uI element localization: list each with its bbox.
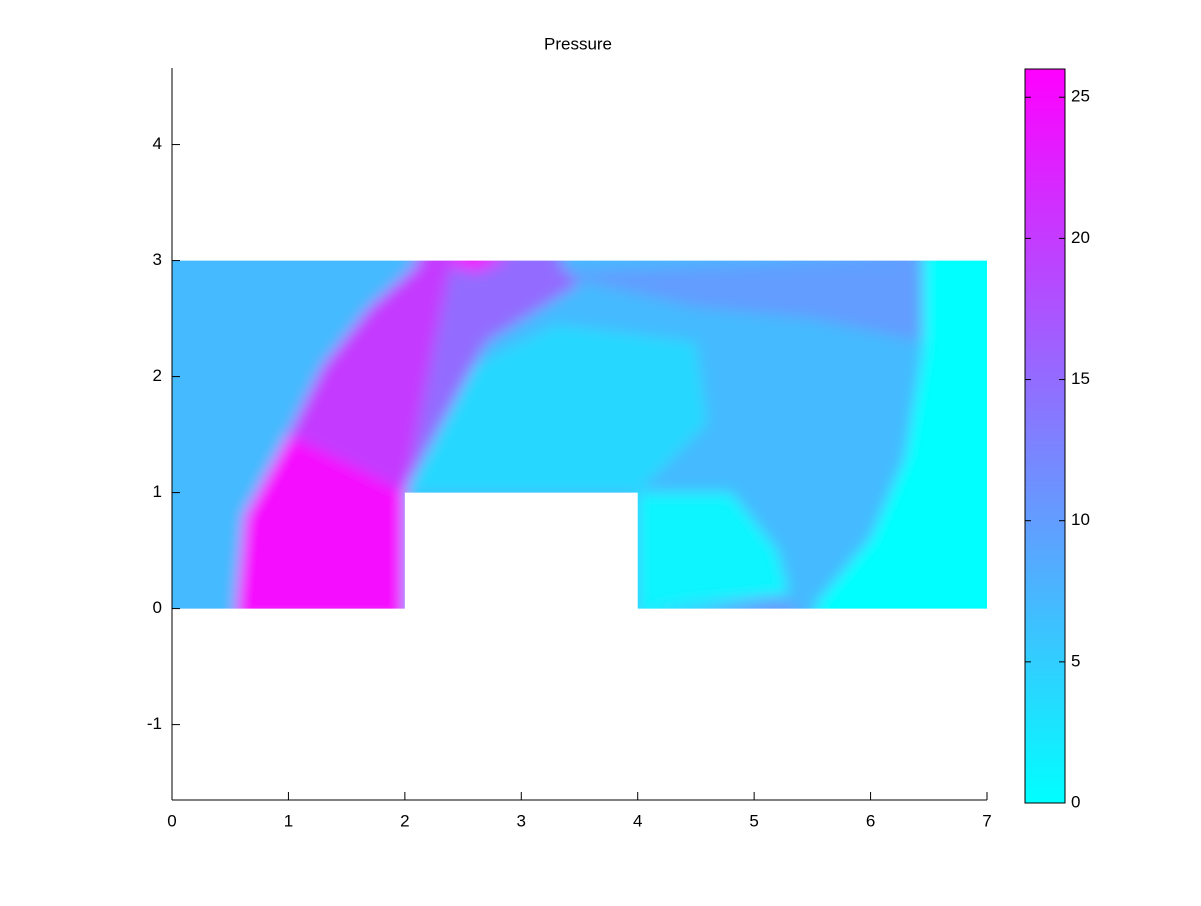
pressure-region (404, 324, 708, 493)
x-tick-label: 0 (167, 811, 176, 830)
colorbar (1024, 68, 1066, 804)
pressure-region (707, 598, 807, 609)
y-tick-label: 2 (153, 366, 162, 385)
x-tick-label: 6 (866, 811, 875, 830)
y-tick-label: -1 (147, 714, 162, 733)
y-tick-label: 3 (153, 250, 162, 269)
colorbar-tick-label: 15 (1071, 369, 1090, 388)
colorbar-tick-label: 0 (1071, 792, 1080, 811)
y-tick-label: 1 (153, 482, 162, 501)
colorbar-tick-label: 20 (1071, 228, 1090, 247)
x-tick-label: 1 (284, 811, 293, 830)
pressure-region (288, 260, 452, 493)
x-tick-label: 7 (982, 811, 991, 830)
pressure-region (544, 260, 923, 342)
pressure-region (236, 434, 405, 609)
colorbar-tick-label: 5 (1071, 651, 1080, 670)
pressure-region (404, 260, 580, 493)
colorbar-tick-label: 25 (1071, 87, 1090, 106)
x-tick-label: 4 (633, 811, 642, 830)
x-tick-label: 3 (517, 811, 526, 830)
pressure-region (637, 492, 790, 609)
colorbar-tick-label: 10 (1071, 510, 1090, 529)
x-tick-label: 2 (400, 811, 409, 830)
pressure-region (812, 260, 987, 609)
x-tick-label: 5 (749, 811, 758, 830)
y-tick-label: 0 (153, 598, 162, 617)
y-tick-label: 4 (153, 134, 162, 153)
chart-title: Pressure (544, 34, 612, 53)
